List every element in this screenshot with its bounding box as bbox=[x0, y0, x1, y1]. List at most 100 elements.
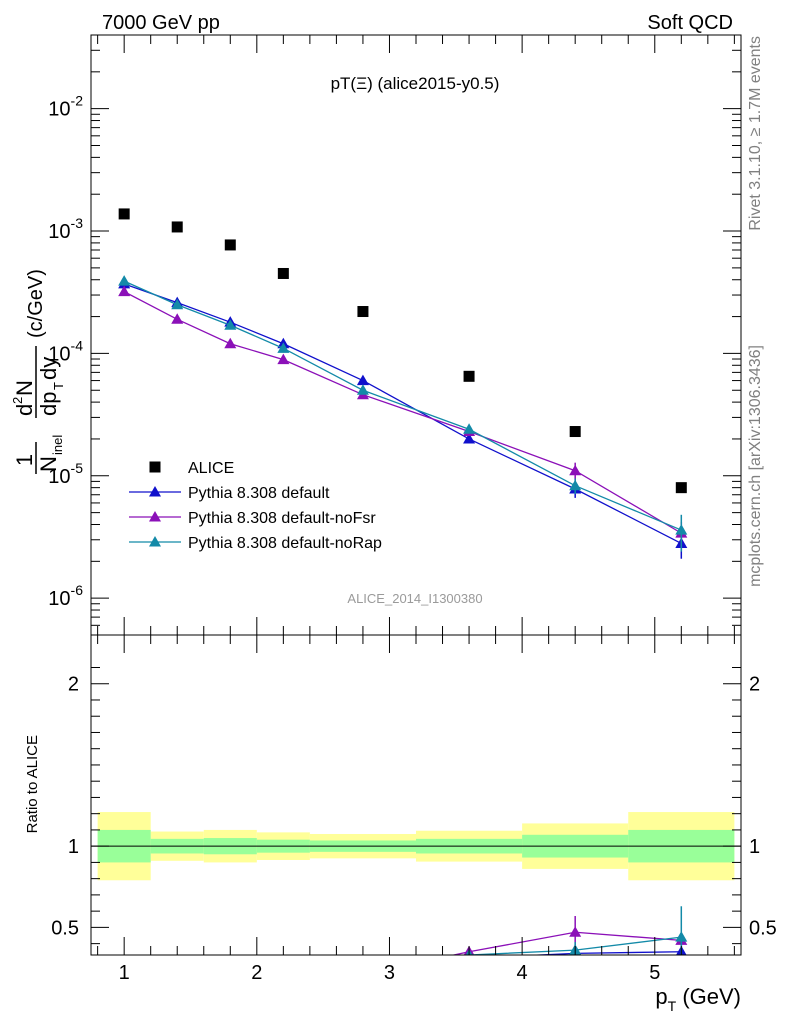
ratio-series-line bbox=[525, 951, 682, 955]
ratio-point bbox=[171, 973, 183, 984]
legend-marker-alice bbox=[149, 461, 161, 473]
y-label-num2b: N bbox=[12, 380, 37, 396]
y-label-sub1: inel bbox=[50, 435, 65, 455]
series-line bbox=[123, 280, 682, 531]
legend: ALICE Pythia 8.308 default Pythia 8.308 de… bbox=[129, 460, 382, 552]
header-right: Soft QCD bbox=[647, 12, 733, 34]
series-point bbox=[463, 432, 476, 444]
series-point bbox=[463, 423, 476, 434]
ratio-y-tick-label-right: 0.5 bbox=[749, 917, 777, 939]
watermark: ALICE_2014_I1300380 bbox=[347, 591, 482, 606]
series-1 bbox=[118, 285, 688, 548]
series-point bbox=[675, 524, 688, 535]
series-point bbox=[118, 275, 131, 286]
series-point bbox=[171, 313, 184, 324]
legend-label: Pythia 8.308 default-noRap bbox=[188, 535, 382, 552]
alice-point bbox=[569, 426, 581, 438]
y-label-den2: dp bbox=[36, 392, 61, 416]
ratio-point bbox=[357, 959, 369, 970]
y-label-den2b: dy bbox=[36, 357, 61, 380]
ratio-point bbox=[357, 968, 369, 979]
ratio-series-line bbox=[450, 931, 682, 955]
x-axis-label-text: pT (GeV) bbox=[655, 984, 741, 1014]
y-label-num2: d bbox=[12, 404, 37, 416]
legend-label: Pythia 8.308 default-noFsr bbox=[188, 510, 376, 527]
y-tick-label: 10-5 bbox=[48, 460, 83, 488]
ratio-point bbox=[224, 967, 236, 978]
alice-point bbox=[675, 482, 687, 494]
main-series-group bbox=[118, 275, 688, 559]
ratio-y-tick-label-right: 2 bbox=[749, 674, 760, 696]
ratio-point bbox=[357, 965, 369, 976]
y-tick-label: 10-4 bbox=[48, 337, 83, 365]
ratio-y-tick-label-right: 1 bbox=[749, 836, 760, 858]
y-label-num1: 1 bbox=[12, 454, 37, 466]
x-tick-label: 1 bbox=[119, 962, 130, 984]
ratio-y-tick-label: 2 bbox=[68, 674, 79, 696]
ratio-series-line bbox=[464, 936, 682, 955]
header-left: 7000 GeV pp bbox=[102, 12, 220, 34]
main-plot: 10-6 10-5 10-4 10-3 10-2 pT(Ξ) (alice2015-y0… bbox=[10, 34, 742, 636]
x-tick-label: 4 bbox=[517, 962, 528, 984]
ratio-point bbox=[277, 959, 289, 970]
ratio-point bbox=[569, 926, 582, 937]
y-label-den1: N bbox=[36, 456, 61, 472]
alice-point bbox=[357, 306, 369, 318]
side-label-rivet: Rivet 3.1.10, ≥ 1.7M events bbox=[747, 36, 764, 231]
series-point bbox=[569, 479, 582, 491]
ratio-plot: 0.5 0.5 1 1 2 2 Ratio to ALICE 1 2 3 4 5 pT (GeV) bbox=[24, 634, 777, 1014]
ratio-point bbox=[171, 964, 183, 975]
legend-marker bbox=[149, 536, 161, 547]
ratio-point bbox=[224, 977, 236, 988]
series-point bbox=[118, 285, 131, 297]
ratio-point bbox=[675, 931, 688, 942]
main-axis-ticks: 10-6 10-5 10-4 10-3 10-2 bbox=[48, 34, 741, 636]
legend-label-alice: ALICE bbox=[188, 460, 234, 477]
y-tick-label: 10-2 bbox=[48, 93, 83, 121]
alice-data-group bbox=[118, 208, 687, 494]
series-line bbox=[123, 291, 682, 534]
ratio-point bbox=[277, 970, 289, 981]
x-axis-tick-labels: 1 2 3 4 5 bbox=[119, 962, 661, 984]
series-line bbox=[123, 283, 682, 545]
legend-marker bbox=[149, 486, 161, 497]
ratio-point bbox=[171, 965, 183, 976]
series-point bbox=[356, 384, 369, 395]
legend-label: Pythia 8.308 default bbox=[188, 485, 330, 502]
y-label-sup2: 2 bbox=[10, 397, 25, 404]
ratio-y-tick-label: 1 bbox=[68, 836, 79, 858]
x-tick-label: 5 bbox=[649, 962, 660, 984]
ratio-series-2 bbox=[171, 906, 688, 978]
series-point bbox=[277, 342, 290, 353]
side-label-mcplots: mcplots.cern.ch [arXiv:1306.3436] bbox=[747, 345, 764, 587]
y-label-sub2: T bbox=[51, 382, 66, 390]
alice-point bbox=[463, 370, 475, 382]
ratio-series-0 bbox=[171, 937, 687, 975]
ratio-y-tick-label: 0.5 bbox=[51, 917, 79, 939]
alice-point bbox=[224, 239, 236, 251]
x-tick-label: 2 bbox=[251, 962, 262, 984]
series-point bbox=[356, 374, 369, 386]
series-point bbox=[171, 298, 184, 310]
y-tick-label: 10-6 bbox=[48, 582, 83, 610]
legend-marker bbox=[149, 511, 161, 522]
series-point bbox=[277, 353, 290, 365]
alice-point bbox=[277, 267, 289, 279]
y-tick-label: 10-3 bbox=[48, 215, 83, 243]
alice-point bbox=[118, 208, 130, 220]
ratio-plot-frame bbox=[90, 634, 742, 956]
plot-title: pT(Ξ) (alice2015-y0.5) bbox=[331, 74, 500, 93]
ratio-point bbox=[277, 964, 289, 975]
ratio-y-axis-label: Ratio to ALICE bbox=[24, 735, 41, 833]
ratio-axis-ticks: 0.5 0.5 1 1 2 2 bbox=[51, 635, 777, 955]
x-axis-label: pT (GeV) bbox=[655, 984, 741, 1014]
series-point bbox=[224, 337, 237, 349]
series-point bbox=[569, 464, 582, 476]
series-point bbox=[224, 319, 237, 330]
series-2 bbox=[118, 275, 688, 552]
